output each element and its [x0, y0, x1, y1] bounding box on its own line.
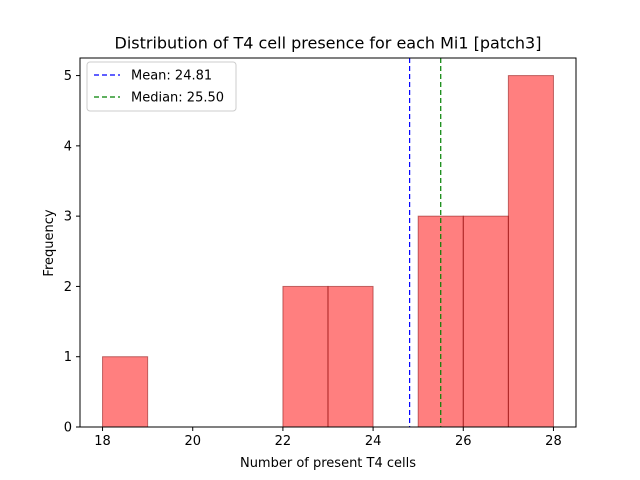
x-tick-label: 18 [94, 434, 111, 449]
x-tick-label: 22 [275, 434, 292, 449]
x-tick-label: 28 [545, 434, 562, 449]
y-tick-label: 0 [64, 421, 72, 436]
legend-box [86, 61, 237, 112]
y-tick-label: 4 [64, 139, 72, 154]
histogram-bar [507, 75, 554, 428]
reference-lines-layer [409, 58, 442, 427]
histogram-bar [327, 285, 374, 428]
y-tick-label: 5 [64, 69, 72, 84]
y-tick-label: 2 [64, 280, 72, 295]
x-axis-ticks: 18 20 22 24 26 28 [94, 427, 562, 449]
histogram-bar [102, 356, 149, 428]
x-tick-label: 26 [455, 434, 472, 449]
x-tick-label: 20 [184, 434, 201, 449]
plot-frame [79, 57, 577, 428]
legend-label: Mean: 24.81 [131, 69, 212, 84]
y-axis-ticks: 0 1 2 3 4 5 [64, 69, 80, 436]
histogram-bar [462, 215, 509, 428]
chart-title: Distribution of T4 cell presence for eac… [115, 34, 542, 53]
bars-layer [102, 75, 554, 428]
histogram-bar [282, 285, 329, 428]
y-axis-title: Frequency [42, 209, 57, 276]
legend: Mean: 24.81 Median: 25.50 [86, 61, 237, 112]
x-axis-title: Number of present T4 cells [240, 456, 416, 471]
y-tick-label: 1 [64, 350, 72, 365]
legend-items: Mean: 24.81 Median: 25.50 [94, 69, 224, 106]
y-tick-label: 3 [64, 210, 72, 225]
legend-label: Median: 25.50 [131, 91, 224, 106]
x-tick-label: 24 [365, 434, 382, 449]
